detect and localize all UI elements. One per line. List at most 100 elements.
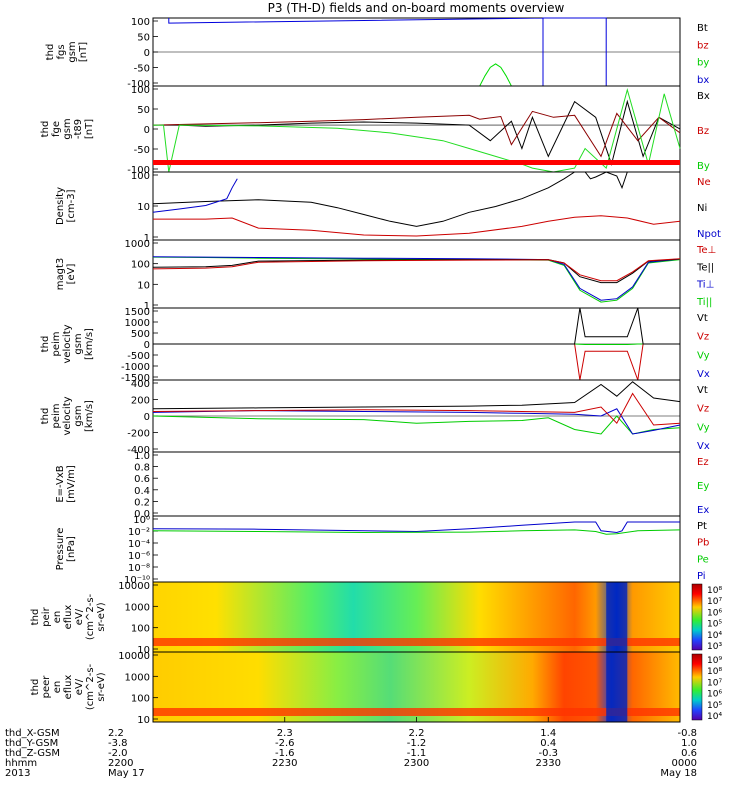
- y-tick-label: 10⁻¹⁰: [124, 575, 150, 586]
- x-tick-label: -0.3: [538, 748, 558, 759]
- y-tick-label: 100: [131, 624, 150, 635]
- y-tick-label: 100: [131, 260, 150, 271]
- legend-entry: Vx: [697, 441, 710, 452]
- panel-6: 400 200 0 -200 -400 thd peim velocity gsm [km/s] V…: [40, 379, 710, 456]
- y-tick-label: 1: [144, 301, 150, 312]
- y-tick-label: 1000: [125, 318, 150, 329]
- y-tick-label: 10: [137, 280, 150, 291]
- y-tick-label: 0: [144, 340, 150, 351]
- y-axis-label: Density: [55, 187, 66, 225]
- legend-entry: Vx: [697, 369, 710, 380]
- x-tick-label: 1.0: [681, 738, 697, 749]
- colorbar-tick-label: 10⁷: [707, 597, 722, 607]
- y-tick-label: 10⁰: [133, 515, 150, 526]
- y-axis-label: E=-VxB: [55, 465, 66, 502]
- availability-bar: [153, 160, 680, 165]
- x-tick-label: 2.2: [409, 728, 425, 739]
- x-tick-label: -1.1: [407, 748, 427, 759]
- y-tick-label: 0.4: [134, 486, 150, 497]
- series-line-Bz: [152, 110, 681, 158]
- panel-frame: [152, 171, 681, 241]
- legend-entry: bz: [697, 40, 709, 51]
- spectrogram-dropout: [606, 652, 628, 722]
- y-tick-label: 10⁻⁴: [128, 539, 150, 550]
- legend-entry: Vz: [697, 404, 709, 415]
- y-tick-label: 0: [144, 48, 150, 59]
- y-axis-label: sr-eV): [96, 672, 107, 701]
- y-tick-label: 100: [131, 694, 150, 705]
- legend-entry: Vz: [697, 332, 709, 343]
- series-line-Te⊥: [152, 258, 681, 282]
- x-tick-label: 2.3: [277, 728, 293, 739]
- series-line-Vx: [152, 408, 681, 435]
- y-axis-label: thd: [40, 408, 51, 425]
- y-axis-label: eflux: [63, 675, 74, 700]
- y-tick-label: 0.8: [134, 463, 150, 474]
- colorbar: [691, 583, 703, 651]
- x-axis-row-label: hhmm: [5, 758, 37, 769]
- y-axis-label: thd: [40, 121, 51, 138]
- y-axis-label: gsm: [67, 41, 78, 62]
- y-tick-label: 100: [131, 171, 150, 182]
- x-tick-label: 1.4: [540, 728, 556, 739]
- y-axis-label: fge: [51, 121, 62, 137]
- x-axis-row-label: 2013: [5, 768, 30, 779]
- legend-entry: Vy: [697, 350, 710, 361]
- x-tick-label: 2200: [108, 758, 133, 769]
- panel-3: 100 10 1 Density [cm-3] Ne Ni Npot: [55, 171, 721, 244]
- x-tick-label: 0000: [672, 758, 697, 769]
- y-axis-label: thd: [40, 336, 51, 353]
- series-line-Bx: [153, 99, 681, 166]
- legend-entry: Pb: [697, 538, 709, 549]
- colorbar-tick-label: 10⁸: [707, 586, 722, 596]
- panel-frame: [152, 451, 681, 517]
- x-axis-row-label: thd_X-GSM: [5, 728, 60, 739]
- x-tick-label: 2300: [404, 758, 429, 769]
- legend-entry: Pe: [697, 554, 709, 565]
- y-axis-label: [nPa]: [66, 536, 77, 562]
- x-tick-label: -0.8: [677, 728, 697, 739]
- y-tick-label: 400: [131, 379, 150, 390]
- y-tick-label: 1000: [125, 672, 150, 683]
- y-tick-label: 50: [137, 105, 150, 116]
- colorbar-tick-label: 10⁵: [707, 701, 722, 711]
- legend-entry: Pi: [697, 571, 706, 582]
- y-tick-label: 1000: [125, 602, 150, 613]
- y-axis-label: [mV/m]: [66, 465, 77, 503]
- y-axis-label: eV/: [74, 608, 85, 625]
- series-line-Pe: [152, 529, 681, 535]
- x-tick-label: 2.2: [108, 728, 124, 739]
- legend-entry: Pt: [697, 521, 707, 532]
- x-tick-label: -2.6: [275, 738, 295, 749]
- y-tick-label: -100: [127, 79, 150, 90]
- y-tick-label: -50: [134, 64, 150, 75]
- x-tick-label: -3.8: [108, 738, 128, 749]
- x-tick-label: May 18: [660, 768, 697, 779]
- series-line-Ne: [153, 215, 681, 237]
- y-axis-label: [nT]: [78, 42, 89, 62]
- y-axis-label: [km/s]: [84, 400, 95, 432]
- series-line-Ti||: [152, 256, 681, 303]
- spectrogram-dropout: [606, 582, 628, 652]
- y-tick-label: -200: [127, 429, 150, 440]
- legend-entry: Te⊥: [696, 245, 716, 256]
- series-line-bx: [168, 17, 607, 86]
- legend-entry: by: [697, 58, 709, 69]
- panel-frame: [152, 239, 681, 309]
- x-tick-label: 2330: [536, 758, 561, 769]
- legend-entry: By: [697, 161, 710, 172]
- x-tick-label: 0.4: [540, 738, 556, 749]
- y-tick-label: 10: [137, 645, 150, 656]
- y-axis-label: magt3: [55, 258, 66, 291]
- y-tick-label: 10: [137, 715, 150, 726]
- y-axis-label: thd: [30, 679, 41, 696]
- x-tick-label: May 17: [108, 768, 145, 779]
- y-tick-label: 10⁻⁶: [128, 551, 150, 562]
- y-axis-label: (cm^2-s-: [85, 593, 96, 640]
- y-tick-label: 10000: [118, 651, 150, 662]
- spectrogram-low-band: [153, 638, 680, 646]
- y-tick-label: 50: [137, 33, 150, 44]
